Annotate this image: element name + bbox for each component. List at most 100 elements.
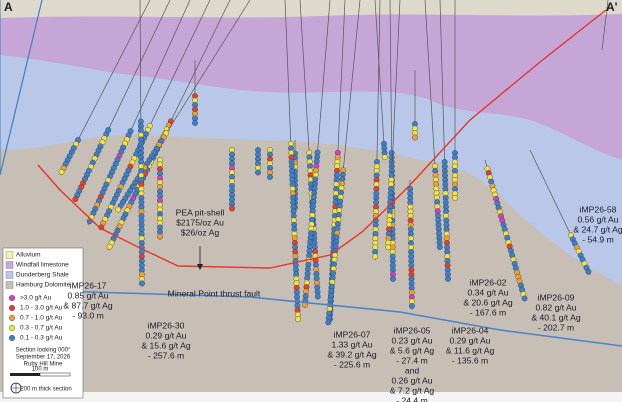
hole-name: iMP26-07 (334, 329, 371, 339)
drill-holes (58, 0, 609, 326)
hole-result: & 5.6 g/t Ag (390, 345, 435, 355)
hole-result: - 167.6 m (470, 307, 506, 317)
legend-swatch (8, 295, 15, 302)
corner-label: A (4, 0, 13, 14)
hole-result: and (405, 365, 420, 375)
hole-result: & 20.6 g/t Ag (463, 297, 512, 307)
legend-swatch (5, 251, 14, 259)
legend-note: Section looking 000° (16, 348, 71, 354)
legend-label: Alluvium (16, 252, 41, 259)
pit-shell-label: PEA pit-shell (176, 207, 225, 217)
assay-bead (325, 319, 332, 326)
thickness-label: 200 m thick section (20, 387, 71, 393)
hole-result: 0.29 g/t Au (449, 335, 490, 345)
legend-label: 1.0 - 3.0 g/t Au (20, 305, 63, 312)
legend-label: >3.0 g/t Au (20, 295, 52, 302)
hole-result: & 39.2 g/t Ag (327, 349, 376, 359)
assay-bead (192, 120, 198, 126)
assay-bead (452, 195, 458, 201)
hole-result: 0.23 g/t Au (391, 335, 432, 345)
hole-result: - 93.0 m (72, 310, 104, 320)
hole-name: iMP26-05 (394, 325, 431, 335)
pit-shell-label: $26/oz Ag (181, 227, 219, 237)
windfall-limestone (0, 0, 622, 160)
hole-result: - 24.4 m (396, 395, 428, 402)
hole-name: iMP26-17 (70, 280, 107, 290)
hole-result: - 257.6 m (148, 350, 184, 360)
hole-result: & 11.6 g/t Ag (446, 345, 495, 355)
legend-swatch (8, 315, 15, 322)
hole-result: - 54.9 m (582, 234, 614, 244)
bottom-strip (0, 392, 622, 402)
hole-result: - 202.7 m (538, 322, 574, 332)
legend-label: 0.1 - 0.3 g/t Au (20, 335, 63, 342)
hole-result: 0.29 g/t Au (145, 330, 186, 340)
hole-name: iMP26-04 (452, 325, 489, 335)
hole-name: iMP26-58 (580, 204, 617, 214)
assay-bead (381, 154, 388, 161)
assay-bead (267, 174, 273, 180)
assay-bead (255, 169, 261, 176)
pit-shell-label: $2175/oz Au (176, 217, 224, 227)
survey-line (0, 0, 43, 176)
hole-result: 0.85 g/t Au (67, 290, 108, 300)
assay-bead (139, 280, 145, 287)
legend-swatch (8, 335, 15, 342)
assay-bead (106, 243, 113, 250)
scale-label: 100 m (32, 367, 49, 373)
hole-result: & 15.6 g/t Ag (141, 340, 190, 350)
assay-bead (115, 206, 122, 213)
assay-bead (409, 303, 415, 309)
legend-swatch (5, 281, 14, 289)
hole-name: iMP26-30 (148, 320, 185, 330)
legend-swatch (8, 325, 15, 332)
legend-swatch (8, 305, 15, 312)
assay-bead (390, 276, 396, 282)
assay-bead (72, 196, 79, 203)
hole-result: 0.82 g/t Au (535, 302, 576, 312)
assay-bead (157, 233, 163, 240)
hole-result: 0.26 g/t Au (391, 375, 432, 385)
assay-bead (436, 244, 443, 250)
hole-name: iMP26-02 (470, 277, 507, 287)
legend-label: Windfall limestone (16, 262, 69, 269)
assay-bead (229, 205, 235, 212)
hole-result: & 24.7 g/t Ag (573, 224, 622, 234)
assay-bead (314, 293, 321, 300)
hole-result: & 40.1 g/t Ag (531, 312, 580, 322)
assay-bead (445, 275, 451, 282)
legend-label: Hamburg Dolomite (16, 282, 71, 289)
legend-swatch (5, 271, 14, 279)
assay-bead (412, 134, 418, 141)
drill-trace (374, 0, 386, 161)
legend: Alluvium Windfall limestone Dunderberg Sha… (5, 251, 72, 393)
drill-trace (601, 0, 609, 51)
assay-bead (521, 295, 528, 302)
hole-result: 1.33 g/t Au (331, 339, 372, 349)
assay-bead (58, 169, 65, 175)
legend-note: Ruby Hill Mine (24, 362, 63, 368)
alluvium (0, 0, 622, 18)
hole-result: & 87.7 g/t Ag (63, 300, 112, 310)
assay-bead (295, 316, 301, 323)
assay-bead (585, 268, 592, 275)
scale-bar (10, 372, 71, 394)
hole-result: 0.34 g/t Au (467, 287, 508, 297)
assay-bead (385, 244, 392, 251)
legend-label: 0.3 - 0.7 g/t Au (20, 325, 63, 332)
fault-line (59, 290, 622, 347)
legend-label: 0.7 - 1.0 g/t Au (20, 315, 63, 322)
pit-shell-line (37, 9, 607, 269)
assay-bead (372, 253, 378, 260)
legend-label: Dunderberg Shale (16, 272, 69, 279)
pit-shell-pointer (197, 246, 203, 270)
corner-label: A' (606, 0, 618, 14)
hole-result: 0.56 g/t Au (577, 214, 618, 224)
fault-label: Mineral Point thrust fault (168, 288, 261, 298)
legend-swatch (5, 261, 14, 269)
hole-name: iMP26-09 (538, 292, 575, 302)
hole-result: - 135.6 m (452, 355, 488, 365)
hole-result: - 225.6 m (334, 359, 370, 369)
